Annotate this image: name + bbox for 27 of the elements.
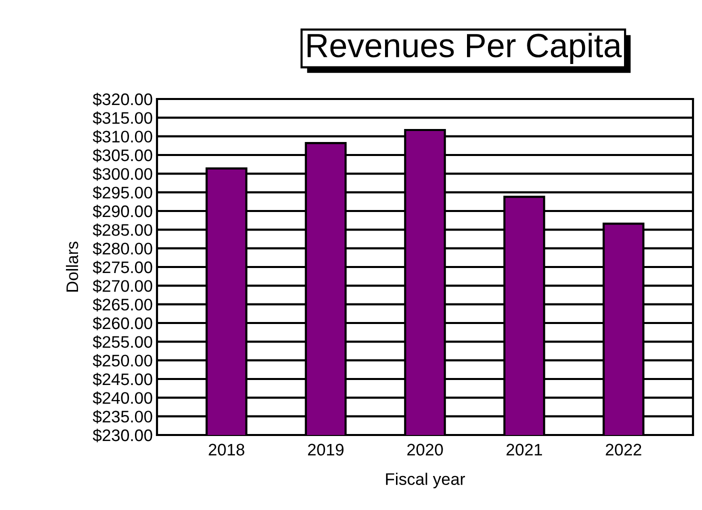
x-tick-label: 2018 xyxy=(208,444,244,456)
y-tick-label: $230.00 xyxy=(92,428,152,442)
y-tick-label: $240.00 xyxy=(92,391,152,405)
y-tick-label: $265.00 xyxy=(92,298,152,312)
x-tick-label: 2020 xyxy=(407,444,443,456)
y-tick-label: $290.00 xyxy=(92,204,152,218)
y-tick-label: $320.00 xyxy=(92,92,152,106)
y-tick-label: $275.00 xyxy=(92,260,152,274)
y-tick-label: $245.00 xyxy=(92,372,152,386)
y-tick-label: $260.00 xyxy=(92,316,152,330)
x-tick-label: 2022 xyxy=(606,444,642,456)
chart-title: Revenues Per Capita xyxy=(308,32,622,64)
y-axis-title: Dollars xyxy=(66,242,78,292)
y-tick-label: $255.00 xyxy=(92,335,152,349)
y-tick-label: $315.00 xyxy=(92,111,152,125)
y-tick-label: $250.00 xyxy=(92,354,152,368)
x-tick-label: 2021 xyxy=(506,444,542,456)
y-tick-label: $235.00 xyxy=(92,410,152,424)
y-tick-label: $295.00 xyxy=(92,186,152,200)
y-tick-label: $305.00 xyxy=(92,148,152,162)
y-tick-label: $285.00 xyxy=(92,223,152,237)
y-tick-label: $310.00 xyxy=(92,130,152,144)
y-tick-label: $270.00 xyxy=(92,279,152,293)
y-tick-label: $300.00 xyxy=(92,167,152,181)
y-tick-label: $280.00 xyxy=(92,242,152,256)
x-tick-label: 2019 xyxy=(308,444,344,456)
x-axis-title: Fiscal year xyxy=(386,472,466,488)
